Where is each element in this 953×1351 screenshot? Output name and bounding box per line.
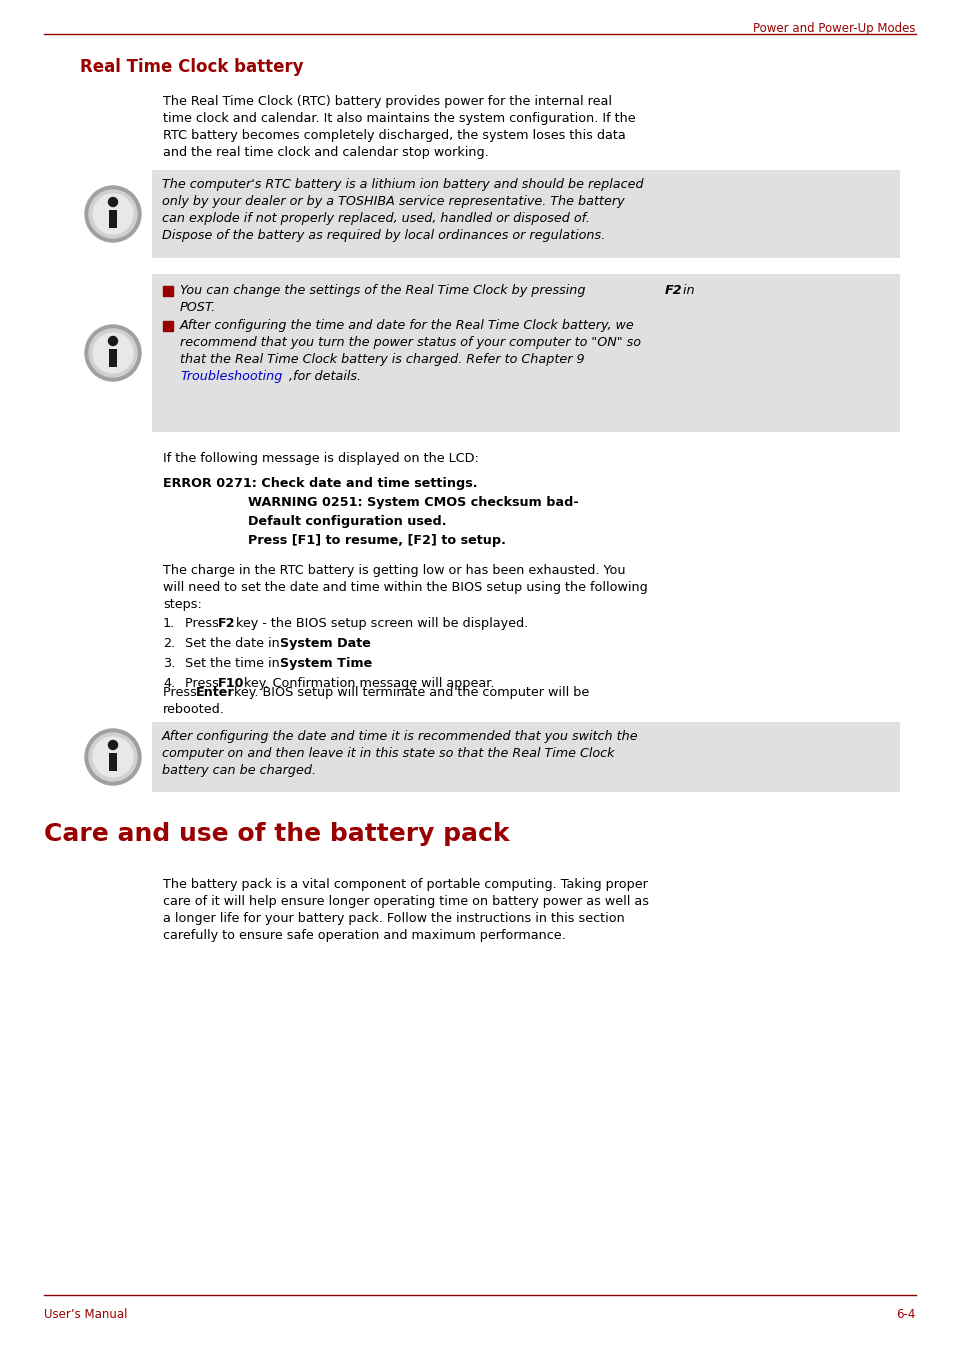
Text: a longer life for your battery pack. Follow the instructions in this section: a longer life for your battery pack. Fol…: [163, 912, 624, 925]
Text: System Time: System Time: [280, 657, 372, 670]
Text: F10: F10: [218, 677, 244, 690]
FancyBboxPatch shape: [109, 349, 117, 367]
Text: key - the BIOS setup screen will be displayed.: key - the BIOS setup screen will be disp…: [232, 617, 528, 630]
Text: in: in: [679, 284, 694, 297]
FancyBboxPatch shape: [152, 721, 899, 792]
Text: 1.: 1.: [163, 617, 175, 630]
Text: Set the time in: Set the time in: [185, 657, 283, 670]
Text: key. Confirmation message will appear.: key. Confirmation message will appear.: [240, 677, 494, 690]
Text: F2: F2: [664, 284, 682, 297]
Circle shape: [109, 336, 117, 346]
Circle shape: [92, 738, 132, 777]
Text: POST.: POST.: [180, 301, 216, 313]
Text: RTC battery becomes completely discharged, the system loses this data: RTC battery becomes completely discharge…: [163, 128, 625, 142]
Text: rebooted.: rebooted.: [163, 703, 225, 716]
Text: 2.: 2.: [163, 638, 175, 650]
Text: computer on and then leave it in this state so that the Real Time Clock: computer on and then leave it in this st…: [162, 747, 614, 761]
Text: The computer's RTC battery is a lithium ion battery and should be replaced: The computer's RTC battery is a lithium …: [162, 178, 643, 190]
Text: .: .: [353, 657, 356, 670]
Text: ERROR 0271: Check date and time settings.: ERROR 0271: Check date and time settings…: [163, 477, 477, 490]
Text: Care and use of the battery pack: Care and use of the battery pack: [44, 821, 509, 846]
Text: You can change the settings of the Real Time Clock by pressing: You can change the settings of the Real …: [180, 284, 589, 297]
Text: will need to set the date and time within the BIOS setup using the following: will need to set the date and time withi…: [163, 581, 647, 594]
Circle shape: [89, 190, 137, 238]
Circle shape: [89, 734, 137, 781]
Text: Default configuration used.: Default configuration used.: [248, 515, 446, 528]
Text: Troubleshooting: Troubleshooting: [180, 370, 282, 382]
Text: Set the date in: Set the date in: [185, 638, 283, 650]
Text: can explode if not properly replaced, used, handled or disposed of.: can explode if not properly replaced, us…: [162, 212, 589, 226]
Text: F2: F2: [218, 617, 235, 630]
Text: time clock and calendar. It also maintains the system configuration. If the: time clock and calendar. It also maintai…: [163, 112, 635, 126]
Circle shape: [89, 330, 137, 377]
Text: User’s Manual: User’s Manual: [44, 1308, 128, 1321]
Text: 3.: 3.: [163, 657, 175, 670]
Text: key. BIOS setup will terminate and the computer will be: key. BIOS setup will terminate and the c…: [230, 686, 589, 698]
Text: Press [F1] to resume, [F2] to setup.: Press [F1] to resume, [F2] to setup.: [248, 534, 505, 547]
Text: Dispose of the battery as required by local ordinances or regulations.: Dispose of the battery as required by lo…: [162, 230, 604, 242]
Circle shape: [109, 740, 117, 750]
Text: 4.: 4.: [163, 677, 175, 690]
Text: Power and Power-Up Modes: Power and Power-Up Modes: [753, 22, 915, 35]
Text: battery can be charged.: battery can be charged.: [162, 765, 315, 777]
Text: The Real Time Clock (RTC) battery provides power for the internal real: The Real Time Clock (RTC) battery provid…: [163, 95, 612, 108]
Text: recommend that you turn the power status of your computer to "ON" so: recommend that you turn the power status…: [180, 336, 640, 349]
FancyBboxPatch shape: [152, 170, 899, 258]
Text: Press: Press: [185, 617, 223, 630]
Text: Real Time Clock battery: Real Time Clock battery: [80, 58, 303, 76]
Text: After configuring the time and date for the Real Time Clock battery, we: After configuring the time and date for …: [180, 319, 634, 332]
Circle shape: [85, 730, 141, 785]
Bar: [163, 286, 172, 296]
Circle shape: [92, 195, 132, 234]
Text: After configuring the date and time it is recommended that you switch the: After configuring the date and time it i…: [162, 730, 638, 743]
FancyBboxPatch shape: [109, 753, 117, 771]
Text: System Date: System Date: [280, 638, 371, 650]
Text: steps:: steps:: [163, 598, 202, 611]
FancyBboxPatch shape: [152, 274, 899, 432]
Text: Press: Press: [185, 677, 223, 690]
Text: The battery pack is a vital component of portable computing. Taking proper: The battery pack is a vital component of…: [163, 878, 647, 892]
Circle shape: [92, 332, 132, 373]
Text: carefully to ensure safe operation and maximum performance.: carefully to ensure safe operation and m…: [163, 929, 565, 942]
Text: If the following message is displayed on the LCD:: If the following message is displayed on…: [163, 453, 478, 465]
Circle shape: [85, 186, 141, 242]
Text: that the Real Time Clock battery is charged. Refer to Chapter 9: that the Real Time Clock battery is char…: [180, 353, 584, 366]
Bar: [163, 322, 172, 331]
Circle shape: [109, 197, 117, 207]
FancyBboxPatch shape: [109, 209, 117, 228]
Text: only by your dealer or by a TOSHIBA service representative. The battery: only by your dealer or by a TOSHIBA serv…: [162, 195, 624, 208]
Text: 6-4: 6-4: [896, 1308, 915, 1321]
Text: WARNING 0251: System CMOS checksum bad-: WARNING 0251: System CMOS checksum bad-: [248, 496, 578, 509]
Text: The charge in the RTC battery is getting low or has been exhausted. You: The charge in the RTC battery is getting…: [163, 563, 625, 577]
Text: .: .: [353, 638, 356, 650]
Text: Press: Press: [163, 686, 201, 698]
Text: care of it will help ensure longer operating time on battery power as well as: care of it will help ensure longer opera…: [163, 894, 648, 908]
Text: and the real time clock and calendar stop working.: and the real time clock and calendar sto…: [163, 146, 488, 159]
Text: Enter: Enter: [195, 686, 234, 698]
Text: ,for details.: ,for details.: [289, 370, 360, 382]
Circle shape: [85, 326, 141, 381]
